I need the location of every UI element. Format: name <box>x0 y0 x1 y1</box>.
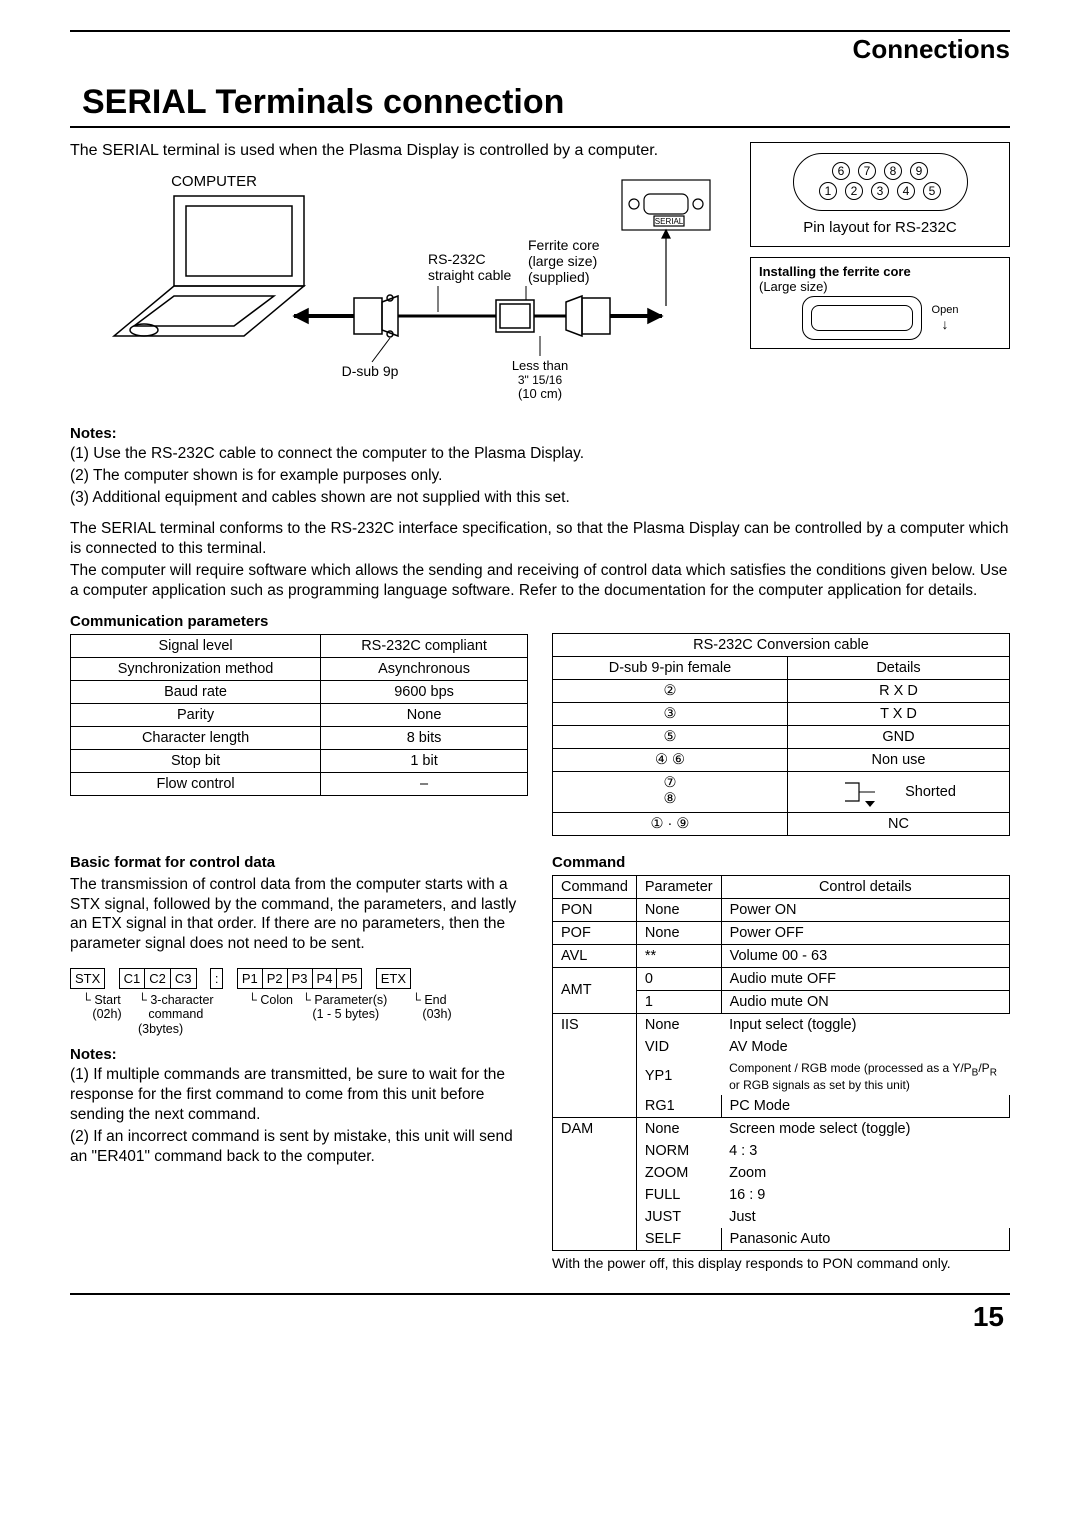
conversion-cable-table: RS-232C Conversion cable D-sub 9-pin fem… <box>552 633 1010 836</box>
note-2-1: (1) If multiple commands are transmitted… <box>70 1065 528 1124</box>
ferrite-sub: (Large size) <box>759 279 1001 294</box>
svg-text:COMPUTER: COMPUTER <box>171 173 257 190</box>
ferrite-install-box: Installing the ferrite core (Large size)… <box>750 257 1010 349</box>
svg-text:(supplied): (supplied) <box>528 269 589 285</box>
ferrite-icon <box>802 296 922 340</box>
format-diagram: STX C1C2C3 : P1P2P3P4P5 ETX └ Start (02h… <box>70 968 528 1036</box>
notes-heading-1: Notes: <box>70 425 1010 442</box>
comm-params-heading: Communication parameters <box>70 613 528 630</box>
page-title: SERIAL Terminals connection <box>70 83 1010 122</box>
page-number: 15 <box>70 1301 1010 1333</box>
svg-text:straight cable: straight cable <box>428 267 511 283</box>
svg-text:(large size): (large size) <box>528 253 597 269</box>
header-section: Connections <box>70 34 1010 65</box>
svg-text:RS-232C: RS-232C <box>428 251 486 267</box>
notes-heading-2: Notes: <box>70 1046 528 1063</box>
intro-text: The SERIAL terminal is used when the Pla… <box>70 142 738 160</box>
pin-row-top: 6 7 8 9 <box>832 162 928 180</box>
svg-text:D-sub 9p: D-sub 9p <box>342 363 399 379</box>
svg-text:Ferrite core: Ferrite core <box>528 237 600 253</box>
svg-text:Less than: Less than <box>512 358 568 373</box>
note-2-2: (2) If an incorrect command is sent by m… <box>70 1127 528 1167</box>
comm-params-table: Signal levelRS-232C compliant Synchroniz… <box>70 634 528 796</box>
ferrite-open-label: Open <box>932 304 959 316</box>
basic-format-text: The transmission of control data from th… <box>70 875 528 954</box>
pin-layout-box: 6 7 8 9 1 2 3 4 5 Pin layout for RS-232C <box>750 142 1010 247</box>
note-1-2: (2) The computer shown is for example pu… <box>70 466 1010 486</box>
note-1-1: (1) Use the RS-232C cable to connect the… <box>70 444 1010 464</box>
ferrite-title: Installing the ferrite core <box>759 264 911 279</box>
paragraph-2: The computer will require software which… <box>70 561 1010 601</box>
svg-text:SERIAL: SERIAL <box>655 217 684 226</box>
command-heading: Command <box>552 854 1010 871</box>
arrow-down-icon: ↓ <box>941 316 948 332</box>
svg-text:(10 cm): (10 cm) <box>518 386 562 401</box>
connection-diagram: COMPUTER <box>70 166 738 416</box>
command-table: CommandParameterControl details PONNoneP… <box>552 875 1010 1251</box>
pin-row-bottom: 1 2 3 4 5 <box>819 182 941 200</box>
basic-format-heading: Basic format for control data <box>70 854 528 871</box>
note-1-3: (3) Additional equipment and cables show… <box>70 488 1010 508</box>
command-footnote: With the power off, this display respond… <box>552 1255 1010 1273</box>
svg-text:3" 15/16: 3" 15/16 <box>518 373 563 387</box>
paragraph-1: The SERIAL terminal conforms to the RS-2… <box>70 519 1010 559</box>
pin-caption: Pin layout for RS-232C <box>761 219 999 236</box>
